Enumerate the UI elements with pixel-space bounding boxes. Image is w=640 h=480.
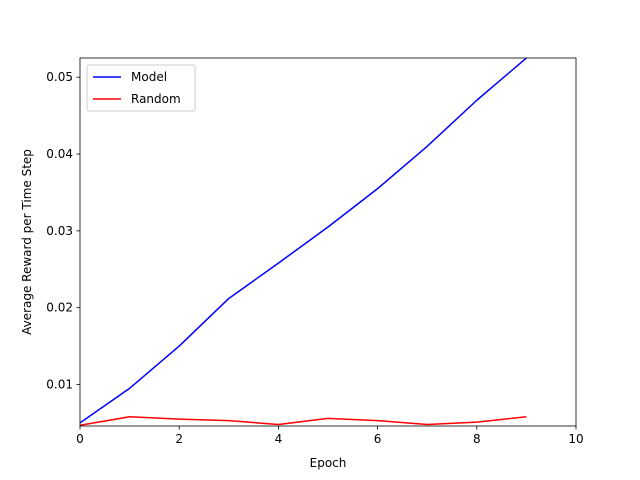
y-tick-label: 0.02 — [46, 301, 73, 315]
y-axis-ticks: 0.01 0.02 0.03 0.04 0.05 — [46, 70, 80, 392]
axes-frame — [79, 57, 577, 427]
y-tick-label: 0.04 — [46, 147, 73, 161]
legend-label-model: Model — [131, 70, 167, 84]
y-axis-label: Average Reward per Time Step — [20, 149, 34, 335]
lines-layer — [80, 58, 527, 426]
legend-label-random: Random — [131, 92, 181, 106]
y-tick-label: 0.05 — [46, 70, 73, 84]
x-tick-label: 0 — [76, 432, 84, 446]
y-tick-label: 0.03 — [46, 224, 73, 238]
series-line-random — [80, 416, 527, 426]
plot-area: 0 2 4 6 8 10 0.01 0.02 0.03 0.04 0.05 — [46, 57, 584, 446]
x-tick-label: 2 — [175, 432, 183, 446]
x-axis-ticks: 0 2 4 6 8 10 — [76, 426, 584, 446]
x-tick-label: 4 — [275, 432, 283, 446]
x-tick-label: 6 — [374, 432, 382, 446]
x-tick-label: 10 — [568, 432, 583, 446]
legend: Model Random — [86, 64, 196, 112]
x-axis-label: Epoch — [310, 456, 347, 470]
y-tick-label: 0.01 — [46, 378, 73, 392]
series-line-model — [80, 58, 527, 424]
x-tick-label: 8 — [473, 432, 481, 446]
